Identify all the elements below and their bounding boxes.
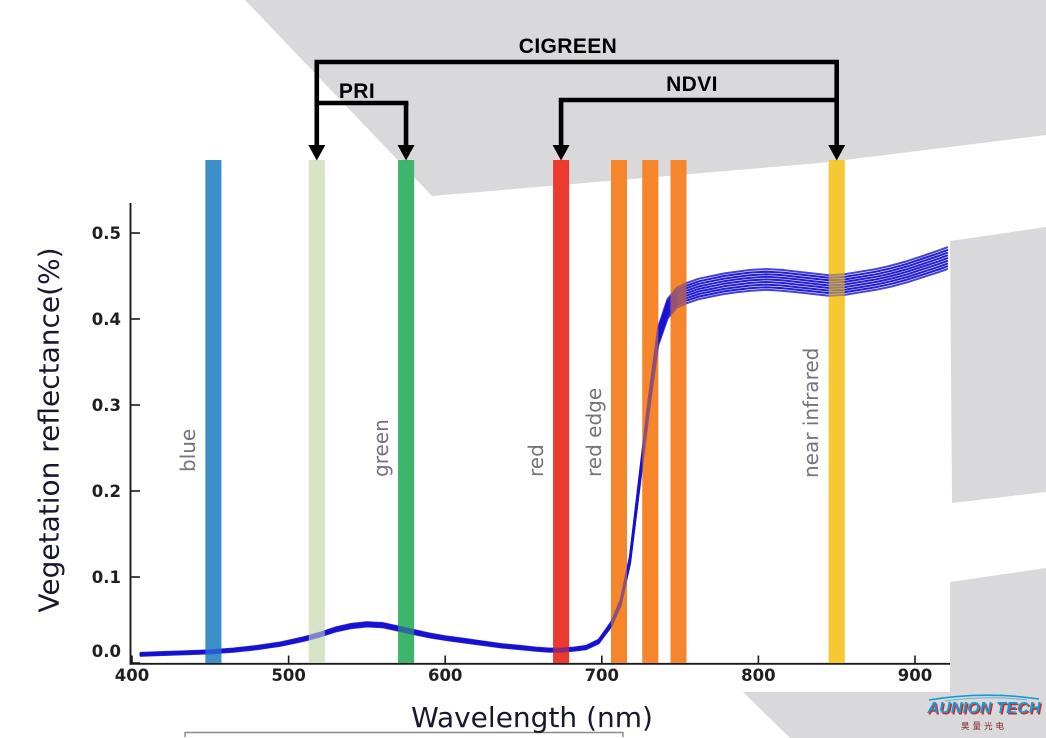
y-tick-label-0.4: 0.4 [92, 310, 121, 329]
band-bar-674nm [553, 160, 570, 663]
band-bar-452nm [205, 160, 222, 663]
x-axis-title: Wavelength (nm) [411, 701, 653, 734]
cropped-box-edge [184, 731, 624, 737]
y-tick-label-0.5: 0.5 [92, 224, 121, 243]
arrow-head-575nm [397, 145, 415, 161]
x-tick-label-700: 700 [585, 666, 619, 685]
y-tick-label-0.1: 0.1 [92, 568, 121, 587]
band-bar-850nm [828, 160, 845, 663]
x-tick-label-400: 400 [115, 666, 149, 685]
band-bar-749nm [670, 160, 687, 663]
arrow-head-518nm [308, 145, 326, 161]
index-brackets [308, 59, 846, 161]
spectral-band-bars [205, 160, 845, 663]
x-tick-label-500: 500 [271, 666, 305, 685]
reflectance-spectrum-line [139, 267, 949, 657]
band-label-red-edge: red edge [582, 387, 606, 477]
logo-swoosh-icon [928, 694, 1040, 702]
y-tick-label-0.0: 0.0 [92, 642, 121, 661]
band-bar-731nm [642, 160, 659, 663]
spectral-band-bars-overlay [205, 160, 845, 663]
arrow-head-674nm [552, 145, 570, 161]
index-label-pri: PRI [338, 80, 376, 103]
band-label-red: red [524, 444, 548, 477]
decor-right-shapes [743, 227, 1046, 738]
index-label-ndvi: NDVI [666, 73, 718, 96]
x-tick-label-800: 800 [741, 666, 775, 685]
band-label-blue: blue [176, 428, 200, 472]
band-bar-575nm [398, 160, 415, 663]
x-tick-label-600: 600 [428, 666, 462, 685]
y-axis-title: Vegetation reflectance(%) [32, 247, 66, 613]
y-tick-label-0.3: 0.3 [92, 396, 121, 415]
logo-subtitle-text: 昊量光电 [960, 721, 1007, 732]
index-label-cigreen: CIGREEN [518, 35, 618, 58]
band-bar-518nm [308, 160, 325, 663]
vendor-logo: AUNION TECH 昊量光电 [926, 691, 1042, 732]
y-tick-label-0.2: 0.2 [92, 482, 121, 501]
band-bar-711nm [611, 160, 627, 663]
reflectance-curve [139, 246, 949, 657]
logo-brand-text: AUNION TECH [927, 700, 1041, 717]
arrow-head-850nm [828, 145, 846, 161]
band-label-green: green [369, 419, 393, 477]
band-label-near-infrared: near infrared [799, 347, 823, 478]
axes: 400 500 600 700 800 900 0.0 0.1 0.2 0.3 0.4 0.5 [92, 203, 951, 685]
x-tick-label-900: 900 [898, 666, 932, 685]
